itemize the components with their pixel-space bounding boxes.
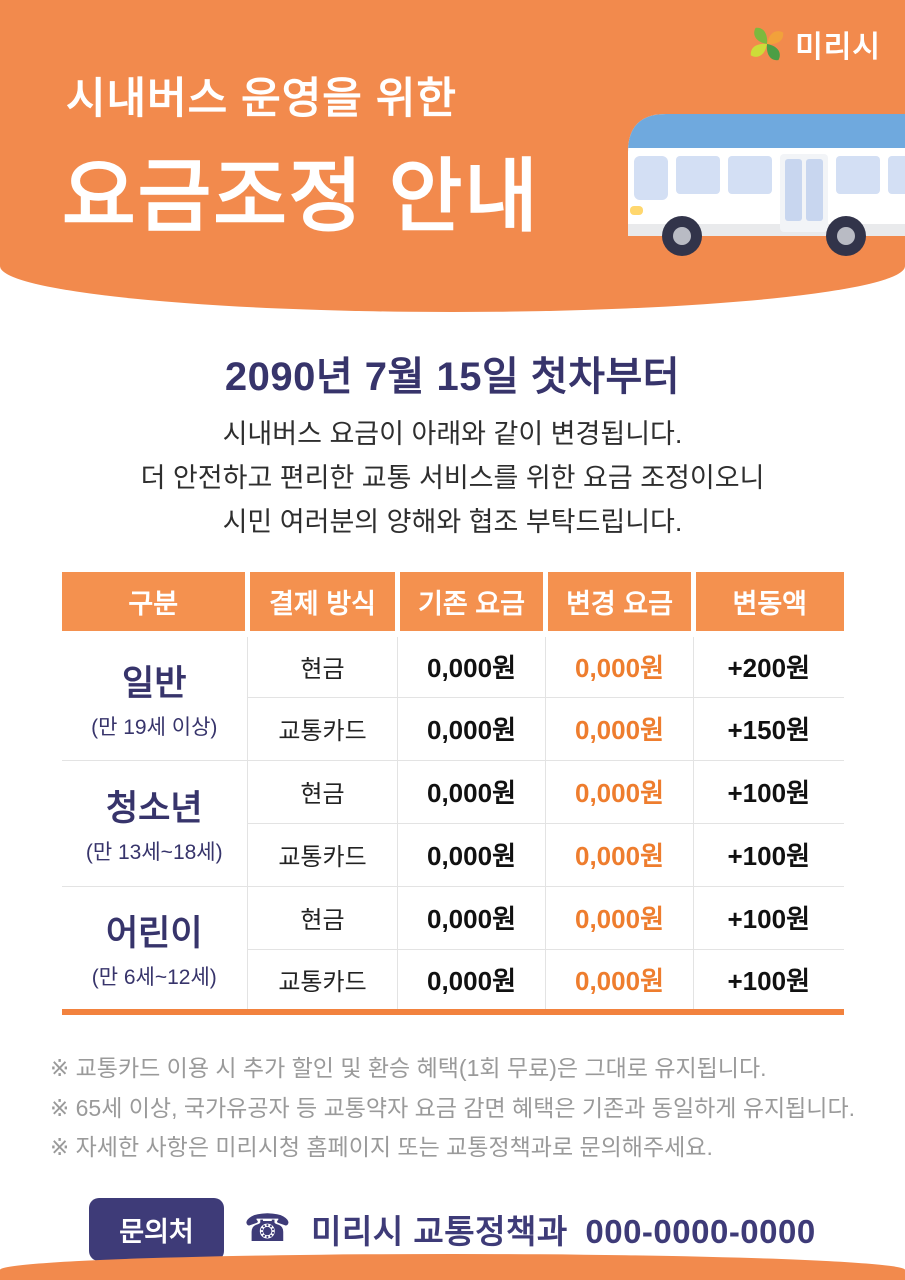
category-cell-child: 어린이 (만 6세~12세): [61, 885, 248, 1013]
table-row: 일반 (만 19세 이상) 현금 0,000원 0,000원 +200원: [61, 634, 844, 761]
change-amount-cell: +200원: [693, 634, 844, 698]
new-fare-cell: 0,000원: [545, 885, 694, 950]
table-row: 청소년 (만 13세~18세) 현금 0,000원 0,000원 +100원: [61, 759, 844, 887]
payment-method-cell: 교통카드: [247, 948, 398, 1013]
bottom-bar: [0, 1254, 905, 1280]
table-row: 어린이 (만 6세~12세) 현금 0,000원 0,000원 +100원: [61, 885, 844, 1013]
header-banner: 미리시 시내버스 운영을 위한 요금조정 안내: [0, 0, 905, 312]
page-title: 요금조정 안내: [62, 152, 540, 241]
description-line: 시민 여러분의 양해와 협조 부탁드립니다.: [222, 507, 683, 537]
payment-method-cell: 현금: [247, 885, 398, 950]
payment-method-cell: 현금: [247, 634, 398, 698]
fare-table: 구분 결제 방식 기존 요금 변경 요금 변동액 일반 (만 19세 이상) 현…: [61, 572, 844, 1015]
note-line: ※ 자세한 사항은 미리시청 홈페이지 또는 교통정책과로 문의해주세요.: [49, 1134, 713, 1161]
bus-illustration: [628, 114, 905, 256]
category-age: (만 19세 이상): [91, 716, 218, 740]
col-header-category: 구분: [61, 572, 248, 637]
logo-text: 미리시: [795, 31, 881, 64]
table-row: 교통카드 0,000원 0,000원 +150원: [62, 696, 844, 761]
payment-method-cell: 현금: [247, 759, 398, 824]
logo: 미리시: [748, 22, 881, 66]
description-line: 더 안전하고 편리한 교통 서비스를 위한 요금 조정이오니: [140, 463, 765, 493]
col-header-payment: 결제 방식: [245, 572, 398, 637]
old-fare-cell: 0,000원: [397, 885, 546, 950]
notes: ※ 교통카드 이용 시 추가 할인 및 환승 혜택(1회 무료)은 그대로 유지…: [50, 1049, 855, 1168]
change-amount-cell: +150원: [693, 696, 844, 761]
payment-method-cell: 교통카드: [247, 822, 398, 887]
col-header-old-fare: 기존 요금: [395, 572, 546, 637]
table-header-row: 구분 결제 방식 기존 요금 변경 요금 변동액: [61, 572, 844, 637]
col-header-change: 변동액: [691, 572, 844, 637]
new-fare-cell: 0,000원: [545, 634, 694, 698]
contact-footer: 문의처 ☎ 미리시 교통정책과 000-0000-0000: [0, 1197, 905, 1261]
pinwheel-icon: [750, 27, 784, 61]
old-fare-cell: 0,000원: [397, 759, 546, 824]
contact-name: 미리시 교통정책과: [311, 1213, 568, 1251]
description-line: 시내버스 요금이 아래와 같이 변경됩니다.: [222, 419, 683, 449]
note-line: ※ 65세 이상, 국가유공자 등 교통약자 요금 감면 혜택은 기존과 동일하…: [49, 1094, 856, 1121]
description: 시내버스 요금이 아래와 같이 변경됩니다. 더 안전하고 편리한 교통 서비스…: [0, 412, 905, 544]
old-fare-cell: 0,000원: [397, 822, 546, 887]
change-amount-cell: +100원: [693, 885, 844, 950]
new-fare-cell: 0,000원: [545, 696, 694, 761]
header-subtitle: 시내버스 운영을 위한: [66, 75, 457, 123]
category-age: (만 13세~18세): [85, 841, 223, 864]
new-fare-cell: 0,000원: [545, 948, 694, 1013]
change-amount-cell: +100원: [693, 759, 844, 824]
category-cell-general: 일반 (만 19세 이상): [61, 634, 248, 761]
phone-icon: ☎: [243, 1208, 292, 1251]
table-row: 교통카드 0,000원 0,000원 +100원: [62, 948, 844, 1013]
payment-method-cell: 교통카드: [247, 696, 398, 761]
old-fare-cell: 0,000원: [397, 696, 546, 761]
category-name: 일반: [122, 664, 187, 704]
change-amount-cell: +100원: [693, 948, 844, 1013]
table-row: 교통카드 0,000원 0,000원 +100원: [62, 822, 844, 887]
contact-phone-number: 000-0000-0000: [585, 1213, 816, 1251]
category-name: 어린이: [105, 913, 203, 953]
old-fare-cell: 0,000원: [397, 634, 546, 698]
contact-label-badge: 문의처: [89, 1197, 224, 1261]
new-fare-cell: 0,000원: [545, 822, 694, 887]
col-header-new-fare: 변경 요금: [543, 572, 694, 637]
contact-text: 미리시 교통정책과 000-0000-0000: [311, 1205, 816, 1253]
change-amount-cell: +100원: [693, 822, 844, 887]
effective-date-title: 2090년 7월 15일 첫차부터: [224, 355, 681, 399]
category-cell-youth: 청소년 (만 13세~18세): [61, 759, 248, 887]
category-name: 청소년: [105, 789, 203, 828]
old-fare-cell: 0,000원: [397, 948, 546, 1013]
new-fare-cell: 0,000원: [545, 759, 694, 824]
category-age: (만 6세~12세): [91, 965, 217, 989]
note-line: ※ 교통카드 이용 시 추가 할인 및 환승 혜택(1회 무료)은 그대로 유지…: [49, 1055, 767, 1081]
